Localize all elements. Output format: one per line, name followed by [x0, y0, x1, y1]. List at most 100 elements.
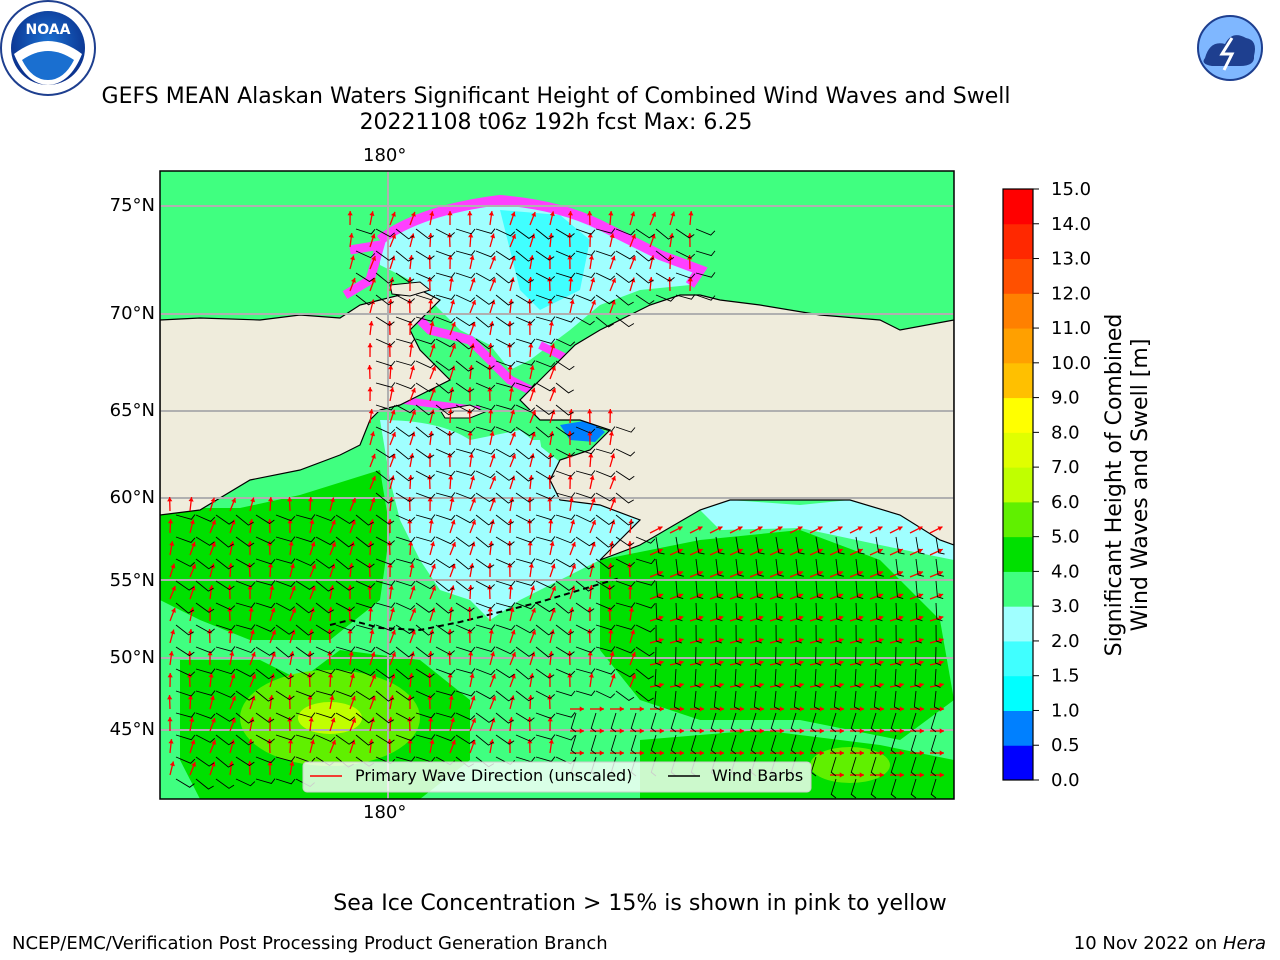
wind-barb [455, 250, 476, 256]
wave-direction-arrowhead [391, 629, 396, 635]
norton-sound [560, 420, 605, 442]
wind-barb [495, 360, 516, 367]
wind-barb [515, 426, 535, 437]
wind-barb [575, 294, 596, 302]
wind-barb [915, 536, 925, 555]
wave-direction-arrowhead [527, 277, 534, 282]
wave-direction-arrowhead [897, 548, 903, 554]
wind-barb [695, 294, 716, 301]
wind-barb [335, 536, 355, 548]
wind-barb [835, 558, 844, 577]
colorbar-tick-label: 10.0 [1051, 353, 1091, 374]
wind-barb [870, 778, 877, 799]
wave-direction-arrowhead [550, 343, 556, 349]
wind-barb [255, 624, 276, 632]
wind-barb [515, 448, 534, 460]
wave-direction-arrowhead [391, 211, 396, 217]
wind-barb [335, 646, 356, 652]
wind-barb [555, 492, 576, 498]
wave-direction-arrowhead [779, 750, 784, 756]
wave-direction-arrowhead [491, 277, 496, 283]
wind-barb [535, 756, 556, 762]
wave-direction-arrowhead [588, 673, 594, 678]
wave-direction-arrowhead [798, 570, 803, 576]
wave-direction-arrowhead [288, 541, 294, 546]
wind-barb [395, 228, 414, 240]
wave-direction-arrowhead [368, 607, 374, 612]
wave-direction-arrowhead [307, 497, 314, 502]
wave-direction-arrowhead [639, 706, 644, 712]
wind-barb [435, 558, 455, 569]
wind-barb [515, 470, 534, 482]
wave-direction-arrowhead [210, 717, 216, 723]
wind-barb [395, 382, 416, 390]
wind-barb [535, 690, 556, 699]
colorbar-segment [1003, 640, 1033, 677]
wind-barb [615, 690, 635, 701]
wave-direction-arrowhead [467, 585, 474, 590]
wave-direction-arrowhead [818, 615, 824, 621]
wind-barb [475, 360, 495, 370]
wind-barb [753, 690, 760, 711]
wave-direction-arrowhead [857, 548, 863, 554]
wave-direction-arrowhead [529, 365, 535, 371]
wave-direction-arrowhead [611, 278, 617, 283]
wind-barb [595, 536, 614, 548]
wind-barb [690, 734, 697, 755]
wave-direction-arrowhead [639, 750, 644, 756]
wave-direction-arrowhead [687, 255, 693, 260]
wave-direction-arrowhead [507, 519, 514, 524]
wave-direction-arrowhead [491, 476, 497, 481]
wind-barb [635, 602, 656, 609]
nws-logo [1184, 2, 1276, 94]
wave-direction-arrowhead [899, 728, 904, 734]
wind-barb [735, 624, 742, 644]
wind-barb [395, 294, 415, 303]
wave-direction-arrowhead [429, 321, 435, 327]
wind-barb [670, 734, 677, 755]
wind-barb [850, 734, 857, 755]
wave-direction-arrowhead [858, 660, 864, 666]
wave-direction-arrowhead [250, 695, 256, 701]
wave-direction-arrowhead [547, 299, 553, 304]
wind-barb [635, 668, 654, 680]
wave-direction-arrowhead [309, 739, 315, 745]
wind-barb [255, 734, 275, 744]
wind-barb [615, 470, 635, 481]
wind-barb [415, 360, 436, 369]
wind-barb [435, 382, 454, 394]
wave-direction-arrowhead [447, 409, 454, 414]
wave-direction-arrowhead [777, 526, 783, 531]
wind-barb [435, 360, 455, 371]
wind-barb [255, 536, 276, 545]
wind-barb [933, 690, 940, 711]
wave-direction-arrowhead [231, 498, 237, 503]
wind-barb [695, 536, 705, 555]
wind-barb [215, 602, 236, 611]
wave-direction-arrowhead [188, 497, 194, 502]
wave-direction-arrowhead [839, 772, 844, 778]
wave-direction-arrowhead [230, 519, 236, 525]
colorbar-tick-label: 11.0 [1051, 318, 1091, 339]
wave-direction-arrowhead [799, 750, 804, 756]
wind-barb [755, 580, 764, 600]
wind-barb [295, 624, 314, 636]
wind-barb [335, 690, 356, 698]
wave-direction-arrowhead [469, 673, 475, 678]
wind-barb [535, 492, 556, 500]
wind-barb [295, 580, 315, 590]
wind-barb [375, 470, 395, 482]
wind-barb [515, 338, 536, 345]
colorbar-segment [1003, 606, 1033, 642]
wind-barb [375, 228, 395, 238]
wind-barb [455, 470, 476, 476]
wave-direction-arrowhead [531, 629, 536, 635]
wind-barb [575, 624, 596, 633]
wind-barb [455, 492, 476, 500]
wind-barb [395, 624, 415, 635]
noaa-logo: NOAA [0, 0, 96, 96]
wind-barb [595, 602, 616, 610]
wind-barb [335, 712, 355, 722]
wind-barb [735, 580, 744, 600]
footer-host: Hera [1222, 933, 1266, 954]
